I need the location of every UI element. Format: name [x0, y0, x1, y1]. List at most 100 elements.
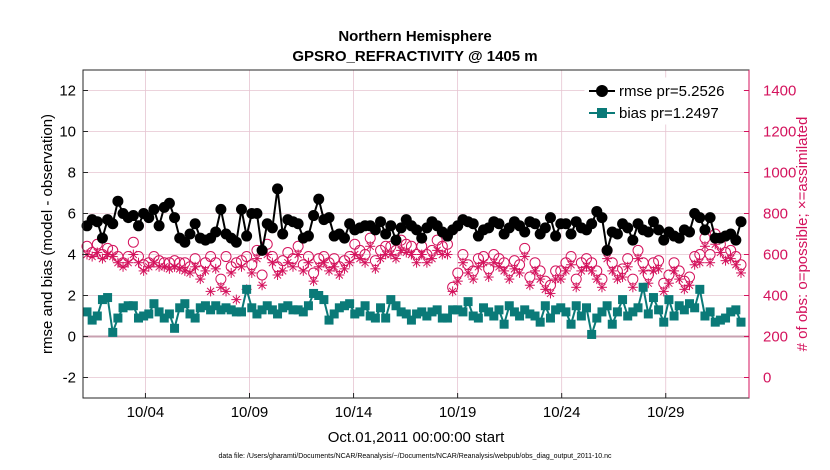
- bias-marker: [154, 307, 164, 317]
- rmse-marker: [390, 234, 402, 246]
- rmse-marker: [653, 224, 665, 236]
- rmse-marker: [467, 218, 479, 230]
- obs-assimilated-marker: [432, 245, 443, 256]
- bias-marker: [345, 299, 355, 309]
- bias-marker: [221, 303, 231, 313]
- asterisk-stroke: [423, 258, 431, 267]
- left-axis: -2 0 2 4 6 8 10 12: [59, 83, 88, 387]
- obs-assimilated-marker: [725, 253, 736, 264]
- bias-marker: [602, 301, 612, 311]
- obs-assimilated-marker: [123, 257, 134, 268]
- asterisk-stroke: [407, 250, 416, 259]
- obs-assimilated-marker: [318, 257, 329, 268]
- asterisk-stroke: [340, 264, 349, 273]
- asterisk-stroke: [587, 267, 596, 275]
- obs-assimilated-marker: [463, 267, 474, 278]
- asterisk-stroke: [217, 283, 225, 292]
- asterisk-stroke: [191, 262, 199, 271]
- bias-marker: [530, 311, 540, 321]
- rmse-marker: [148, 203, 160, 215]
- bias-marker: [484, 307, 494, 317]
- asterisk-stroke: [186, 269, 194, 277]
- obs-assimilated-marker: [540, 284, 551, 295]
- asterisk-stroke: [701, 242, 709, 251]
- bias-marker: [679, 305, 689, 315]
- obs-assimilated-marker: [694, 257, 705, 268]
- bias-marker: [659, 317, 669, 327]
- bias-marker: [376, 303, 386, 313]
- asterisk-stroke: [608, 267, 617, 275]
- obs-assimilated-marker: [514, 267, 525, 278]
- bias-marker: [247, 303, 257, 313]
- obs-assimilated-marker: [555, 274, 566, 285]
- asterisk-stroke: [541, 285, 550, 294]
- obs-assimilated-marker: [633, 253, 644, 264]
- bias-marker: [401, 309, 411, 319]
- bias-marker: [545, 313, 555, 323]
- asterisk-stroke: [706, 258, 714, 267]
- rmse-marker: [684, 226, 696, 238]
- right-tick-label: 600: [763, 247, 788, 264]
- bias-marker: [175, 303, 185, 313]
- bias-marker: [324, 315, 334, 325]
- asterisk-stroke: [484, 273, 493, 281]
- obs-assimilated-marker: [596, 282, 607, 293]
- bias-marker: [669, 311, 679, 321]
- right-tick-label: 0: [763, 370, 771, 387]
- asterisk-stroke: [170, 262, 179, 271]
- bias-marker: [690, 303, 700, 313]
- obs-assimilated-marker: [427, 253, 438, 264]
- asterisk-stroke: [237, 262, 246, 271]
- bias-marker: [427, 307, 437, 317]
- asterisk-stroke: [592, 275, 601, 283]
- obs-assimilated-marker: [571, 282, 582, 293]
- rmse-marker: [411, 224, 423, 236]
- bias-marker: [164, 309, 174, 319]
- obs-assimilated-marker: [581, 261, 592, 272]
- rmse-marker: [519, 226, 531, 238]
- obs-assimilated-marker: [200, 265, 211, 276]
- obs-assimilated-marker: [560, 265, 571, 276]
- rmse-marker: [210, 226, 222, 238]
- asterisk-stroke: [556, 275, 565, 283]
- rmse-marker: [308, 210, 320, 222]
- rmse-marker: [544, 212, 556, 224]
- asterisk-stroke: [659, 287, 668, 296]
- rmse-marker: [163, 197, 175, 209]
- rmse-marker: [493, 218, 505, 230]
- bias-marker: [139, 311, 149, 321]
- asterisk-stroke: [562, 267, 570, 275]
- rmse-marker: [153, 220, 165, 232]
- obs-assimilated-marker: [488, 257, 499, 268]
- bias-marker: [643, 309, 653, 319]
- rmse-marker: [375, 216, 387, 228]
- y-axis-label-right: # of obs: o=possible; ×=assimilated: [794, 117, 811, 352]
- obs-assimilated-marker: [509, 263, 520, 274]
- obs-assimilated-marker: [148, 257, 159, 268]
- asterisk-stroke: [114, 258, 122, 267]
- obs-assimilated-marker: [442, 249, 453, 260]
- obs-assimilated-marker: [329, 261, 340, 272]
- bias-marker: [468, 311, 478, 321]
- obs-assimilated-marker: [267, 257, 278, 268]
- bias-marker: [108, 327, 118, 337]
- asterisk-stroke: [433, 246, 442, 255]
- rmse-marker: [127, 210, 139, 222]
- rmse-marker: [622, 222, 634, 234]
- bias-marker: [489, 311, 499, 321]
- asterisk-stroke: [299, 267, 308, 275]
- asterisk-stroke: [134, 258, 143, 267]
- obs-assimilated-marker: [293, 249, 304, 260]
- bias-marker: [350, 309, 360, 319]
- obs-assimilated-marker: [257, 280, 268, 291]
- obs-assimilated-marker: [128, 249, 139, 260]
- series-rmse: [81, 183, 747, 256]
- bias-marker: [309, 288, 319, 298]
- asterisk-stroke: [371, 264, 380, 273]
- bias-marker: [396, 307, 406, 317]
- right-axis: 0 200 400 600 800 1000 1200 1400: [744, 70, 796, 398]
- bias-marker: [705, 307, 715, 317]
- obs-assimilated-marker: [251, 253, 262, 264]
- obs-assimilated-marker: [457, 257, 468, 268]
- chart-subtitle: GPSRO_REFRACTIVITY @ 1405 m: [292, 48, 537, 65]
